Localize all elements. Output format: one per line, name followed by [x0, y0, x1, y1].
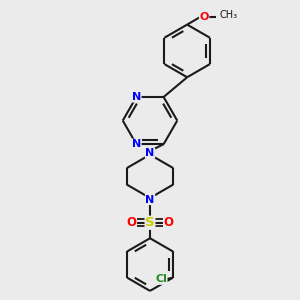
Text: O: O — [200, 12, 209, 22]
Text: O: O — [164, 216, 174, 229]
Text: CH₃: CH₃ — [220, 10, 238, 20]
Text: N: N — [132, 139, 141, 149]
Text: Cl: Cl — [155, 274, 167, 284]
Text: O: O — [126, 216, 136, 229]
Text: N: N — [146, 194, 154, 205]
Text: S: S — [145, 216, 155, 229]
Text: N: N — [132, 92, 141, 102]
Text: N: N — [146, 148, 154, 158]
